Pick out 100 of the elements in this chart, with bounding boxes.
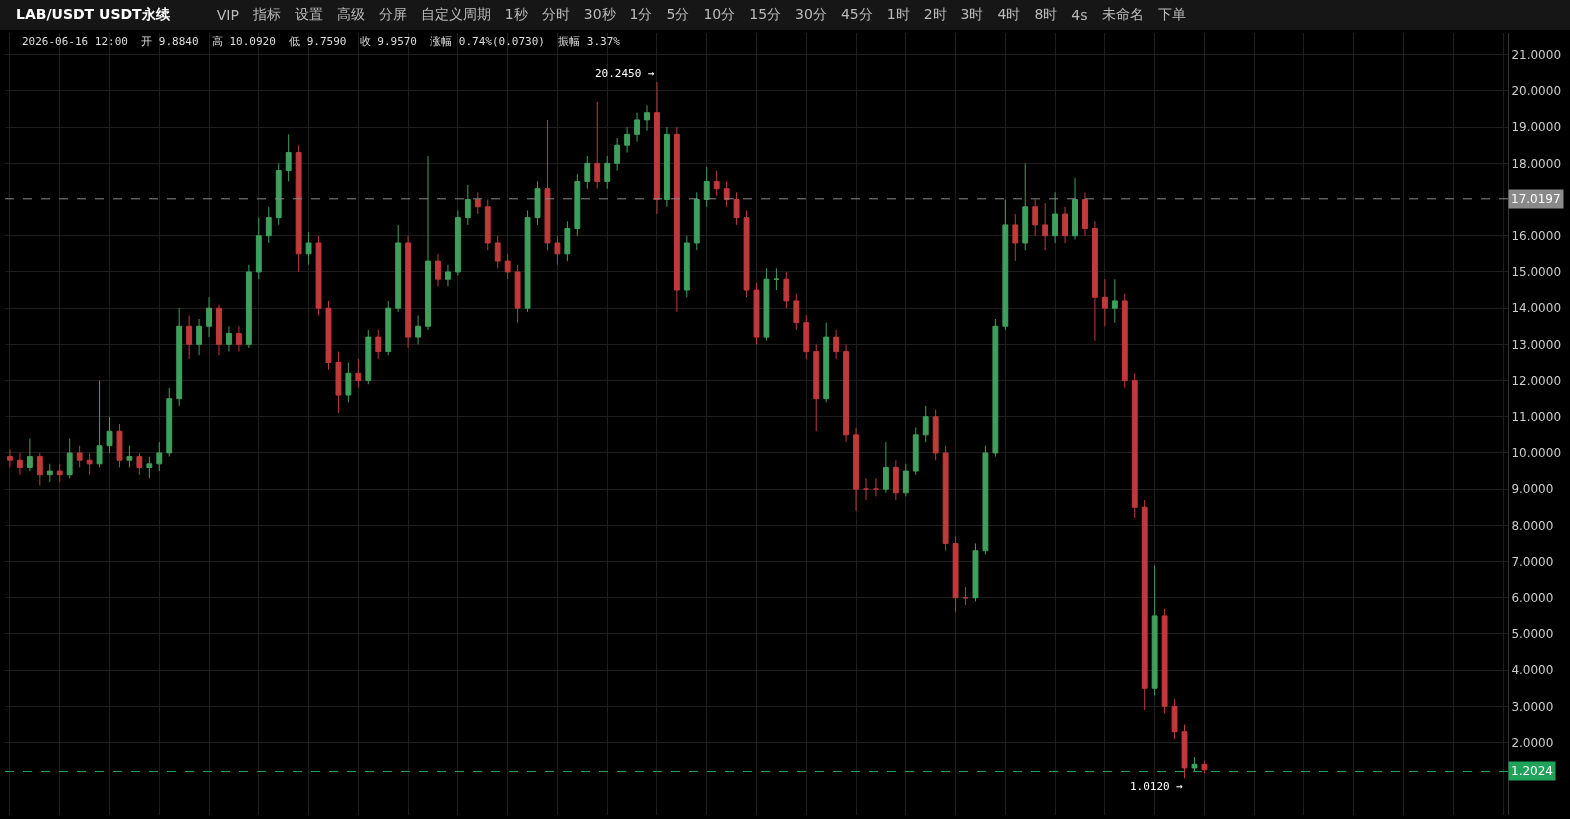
candlestick [315,235,322,316]
candlestick [216,304,222,356]
candlestick [335,351,342,414]
text: 3时 [960,6,984,24]
candlestick [823,322,830,403]
candlestick [813,343,820,432]
candlestick [1022,162,1029,251]
y-tick-label: 12.0000 [1511,373,1562,388]
candlestick [902,463,909,497]
candlestick [912,427,919,476]
candlestick [1101,278,1108,327]
ref-line-label: 17.0197 [1511,192,1561,206]
candlestick [624,126,631,153]
text: 4时 [997,6,1021,24]
candlestick [524,209,531,313]
y-tick-label: 19.0000 [1511,120,1562,135]
candlestick [1121,293,1128,389]
candlestick [176,307,183,407]
candlestick [564,220,571,262]
candlestick [1201,760,1208,774]
candlestick [295,144,302,273]
y-tick-label: 5.0000 [1511,627,1554,642]
candlestick [56,463,63,483]
candlestick [1171,698,1178,740]
candlestick [683,235,690,298]
y-tick-label: 18.0000 [1511,156,1562,171]
text: 未命名 [1101,6,1144,24]
candlestick [853,427,859,512]
candlestick [654,81,660,215]
y-tick-label: 10.0000 [1511,446,1562,461]
candlestick [922,405,929,443]
candlestick [405,235,412,349]
candlestick [66,437,73,479]
candlestick [783,271,790,309]
candlestick [146,456,153,479]
candlestick [305,231,312,266]
candlestick [365,329,372,385]
text: 1秒 [504,6,528,24]
text: 15分 [749,6,782,24]
candlestick [36,452,43,487]
candlestick [474,191,481,215]
candlestick [1111,278,1118,324]
y-tick-label: 9.0000 [1511,482,1554,497]
candlestick [803,314,810,360]
candlestick [285,133,292,182]
candlestick [445,264,451,287]
text: 2时 [923,6,947,24]
candlestick [385,300,392,356]
candlestick [226,325,232,353]
candlestick [484,199,491,251]
candlestick [106,416,113,454]
candlestick [16,452,23,476]
candlestick [952,535,959,613]
candlestick [345,361,352,403]
candlestick [355,358,362,389]
text: 5分 [666,6,690,24]
candlestick [1141,499,1148,711]
candlestick [166,387,173,458]
text: 30秒 [583,6,616,24]
candlestick [116,423,123,468]
candlestick [375,329,382,360]
candlestick [425,155,431,331]
candlestick [206,296,212,338]
candlestick [743,209,750,298]
candlestick [395,224,402,313]
candlestick [235,325,242,353]
candlestick [703,166,710,208]
candlestick [873,477,879,497]
candlestick [793,293,800,331]
text: 1分 [629,6,653,24]
candlestick [1062,206,1068,244]
candlestick [265,206,272,244]
y-tick-label: 8.0000 [1511,518,1554,533]
candlestick [1131,372,1138,519]
text: 10分 [703,6,736,24]
candlestick [882,441,889,494]
candlestick [196,318,203,356]
text: 1时 [886,6,910,24]
candlestick [76,445,83,468]
candlestick [932,409,939,461]
candlestick [504,253,511,280]
text: 45分 [840,6,873,24]
text: 4s [1071,7,1088,23]
text: 自定义周期 [420,6,491,24]
candlestick [1151,564,1158,697]
y-tick-label: 2.0000 [1511,735,1554,750]
text: 下单 [1157,6,1186,24]
y-tick-label: 11.0000 [1511,409,1562,424]
y-tick-label: 15.0000 [1511,265,1562,280]
candlestick [1032,199,1039,237]
candlestick [634,112,640,143]
candlestick [46,463,53,483]
candlestick [833,329,840,360]
candlestick [1042,202,1049,251]
candlestick [673,126,680,313]
candlestick [26,437,33,472]
candlestick [1181,723,1188,779]
candlestick [584,155,591,190]
candlestick [663,126,670,208]
candlestick [644,104,650,132]
